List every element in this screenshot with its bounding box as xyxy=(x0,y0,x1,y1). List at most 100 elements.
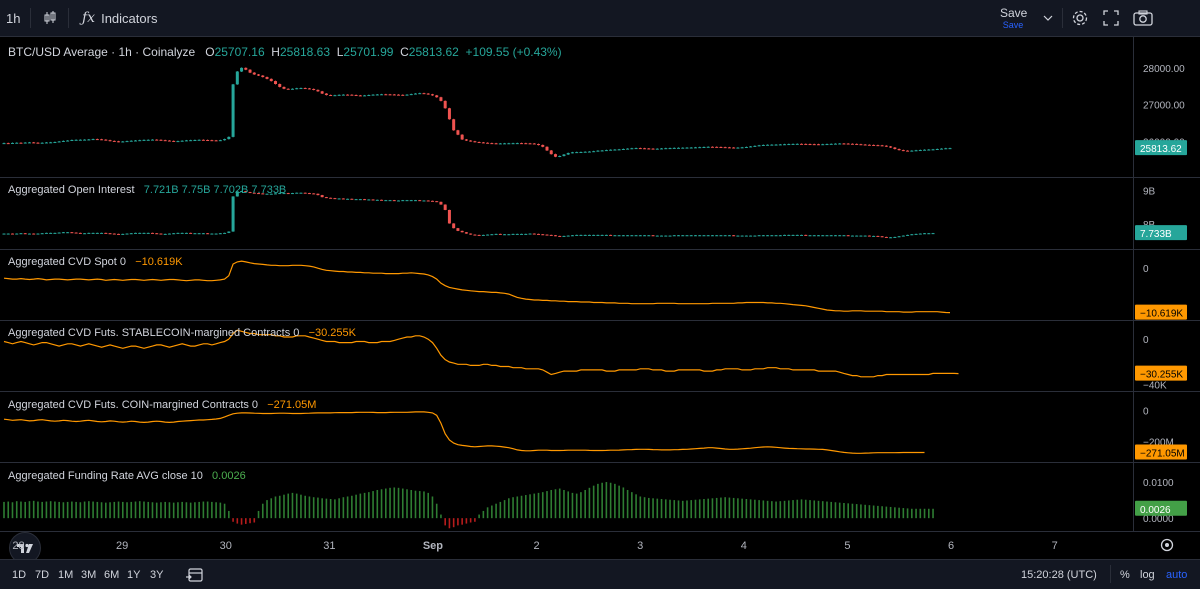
candle-body xyxy=(316,89,320,92)
clock-label: 15:20:28 (UTC) xyxy=(1021,568,1097,581)
oi-legend[interactable]: Aggregated Open Interest 7.721B 7.75B 7.… xyxy=(8,184,286,196)
candle-body xyxy=(651,235,655,237)
candle-body xyxy=(184,232,188,234)
candle-body xyxy=(36,142,40,144)
cvd-stable-legend[interactable]: Aggregated CVD Futs. STABLECOIN-margined… xyxy=(8,327,356,339)
candle-body xyxy=(201,139,205,141)
candle-body xyxy=(443,100,447,109)
candle-body xyxy=(630,235,634,237)
candle-body xyxy=(914,233,918,235)
candle-body xyxy=(685,147,689,149)
candle-body xyxy=(732,147,736,149)
log-toggle[interactable]: log xyxy=(1140,560,1155,589)
main-legend[interactable]: BTC/USD Average · 1h · Coinalyze O25707.… xyxy=(8,45,562,59)
save-button[interactable]: Save Save xyxy=(1000,6,1027,30)
candle-body xyxy=(596,234,600,236)
ohlc-low-label: L xyxy=(336,45,344,59)
candle-body xyxy=(6,143,10,145)
candle-body xyxy=(931,149,935,151)
candle-body xyxy=(341,94,345,96)
candle-body xyxy=(698,147,702,149)
pane-3 xyxy=(3,329,959,378)
cvd-spot-value: −10.619K xyxy=(135,256,183,268)
candle-body xyxy=(320,91,324,94)
candle-body xyxy=(867,235,871,237)
range-button-6m[interactable]: 6M xyxy=(104,568,120,581)
candle-body xyxy=(184,140,188,142)
tradingview-logo[interactable] xyxy=(9,532,41,564)
candle-body xyxy=(562,154,566,156)
candle-body xyxy=(91,139,95,141)
candle-body xyxy=(660,235,664,237)
snapshot-button[interactable] xyxy=(1133,0,1153,36)
candle-body xyxy=(825,235,829,237)
range-button-3m[interactable]: 3M xyxy=(81,568,97,581)
range-button-1m[interactable]: 1M xyxy=(58,568,74,581)
candle-body xyxy=(842,235,846,237)
funding-legend[interactable]: Aggregated Funding Rate AVG close 10 0.0… xyxy=(8,470,246,482)
candle-body xyxy=(821,144,825,146)
candle-body xyxy=(74,139,78,141)
candle-body xyxy=(889,146,893,148)
candle-body xyxy=(452,119,456,131)
time-axis[interactable]: 28 29 30 31 Sep 2 3 4 5 6 7 xyxy=(0,531,1200,559)
candle-body xyxy=(587,151,591,153)
chart-type-button[interactable] xyxy=(42,0,58,36)
candle-body xyxy=(257,193,261,195)
candle-body xyxy=(197,139,201,141)
candle-body xyxy=(681,235,685,237)
candle-body xyxy=(494,233,498,235)
clock[interactable]: 15:20:28 (UTC) xyxy=(1021,560,1097,589)
candle-body xyxy=(609,234,613,236)
candle-body xyxy=(833,143,837,145)
time-tick-label: 28 xyxy=(12,540,24,552)
candle-body xyxy=(388,200,392,202)
candle-body xyxy=(732,235,736,237)
candle-body xyxy=(2,233,6,235)
chart-canvas: 28000.0027000.0026000.0025813.629B8B7.73… xyxy=(0,37,1200,531)
funding-title: Aggregated Funding Rate AVG close 10 xyxy=(8,470,203,482)
candle-body xyxy=(53,232,57,234)
candle-body xyxy=(689,235,693,237)
candle-body xyxy=(872,235,876,237)
candle-body xyxy=(227,136,231,140)
chart-settings-icon[interactable] xyxy=(1160,538,1174,552)
indicators-button[interactable]: ƒx Indicators xyxy=(82,0,157,36)
settings-button[interactable] xyxy=(1071,0,1089,36)
percent-toggle[interactable]: % xyxy=(1120,560,1130,589)
candle-body xyxy=(214,140,218,142)
candle-body xyxy=(324,93,328,96)
candle-body xyxy=(61,140,65,142)
cvd-coin-legend[interactable]: Aggregated CVD Futs. COIN-margined Contr… xyxy=(8,399,316,411)
candle-body xyxy=(269,78,273,82)
toolbar-divider xyxy=(1062,8,1063,28)
auto-toggle[interactable]: auto xyxy=(1166,560,1187,589)
fullscreen-button[interactable] xyxy=(1103,0,1119,36)
price-tick-label: 0 xyxy=(1143,335,1149,346)
candle-body xyxy=(570,235,574,237)
last-value-badge xyxy=(1135,304,1187,320)
candle-body xyxy=(83,139,87,141)
candle-body xyxy=(87,139,91,141)
range-button-3y[interactable]: 3Y xyxy=(150,568,164,581)
candle-body xyxy=(159,139,163,141)
candle-body xyxy=(944,148,948,150)
candle-body xyxy=(770,144,774,146)
range-button-7d[interactable]: 7D xyxy=(35,568,50,581)
candle-body xyxy=(10,233,14,235)
interval-button[interactable]: 1h xyxy=(6,0,20,36)
save-menu-button[interactable] xyxy=(1043,0,1053,36)
chart-area[interactable]: 28000.0027000.0026000.0025813.629B8B7.73… xyxy=(0,37,1200,564)
last-value-label: 7.733B xyxy=(1140,229,1172,240)
cvd-spot-legend[interactable]: Aggregated CVD Spot 0 −10.619K xyxy=(8,256,183,268)
candle-body xyxy=(685,235,689,237)
range-button-1y[interactable]: 1Y xyxy=(127,568,141,581)
candle-body xyxy=(808,235,812,237)
candle-body xyxy=(643,148,647,150)
candle-body xyxy=(278,193,282,195)
date-range-button[interactable] xyxy=(186,560,204,589)
range-button-1d[interactable]: 1D xyxy=(12,568,27,581)
candle-body xyxy=(100,232,104,234)
percent-label: % xyxy=(1120,568,1130,581)
price-tick-label: 28000.00 xyxy=(1143,64,1185,75)
